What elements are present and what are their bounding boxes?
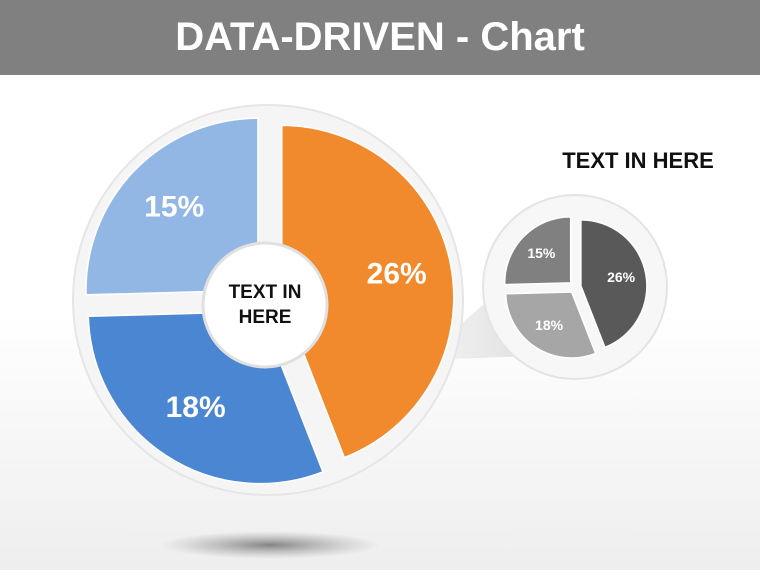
data-label: 15%: [144, 191, 204, 224]
pie-slice: [281, 124, 455, 459]
data-label: 18%: [166, 391, 226, 424]
data-label: 26%: [607, 269, 636, 285]
shadow: [160, 531, 380, 559]
data-label: 26%: [367, 258, 427, 291]
pie-center: [201, 241, 329, 369]
center-label: TEXT IN HERE: [228, 282, 302, 328]
chart-title: TEXT IN HERE: [562, 148, 714, 173]
pie-slice: [504, 291, 597, 359]
pie-slice: [85, 117, 259, 296]
pie-slice: [503, 216, 572, 286]
data-label: 15%: [527, 245, 556, 261]
data-label: 18%: [535, 317, 564, 333]
pie-slice: [580, 219, 648, 349]
slide-title: DATA-DRIVEN - Chart: [0, 0, 760, 75]
